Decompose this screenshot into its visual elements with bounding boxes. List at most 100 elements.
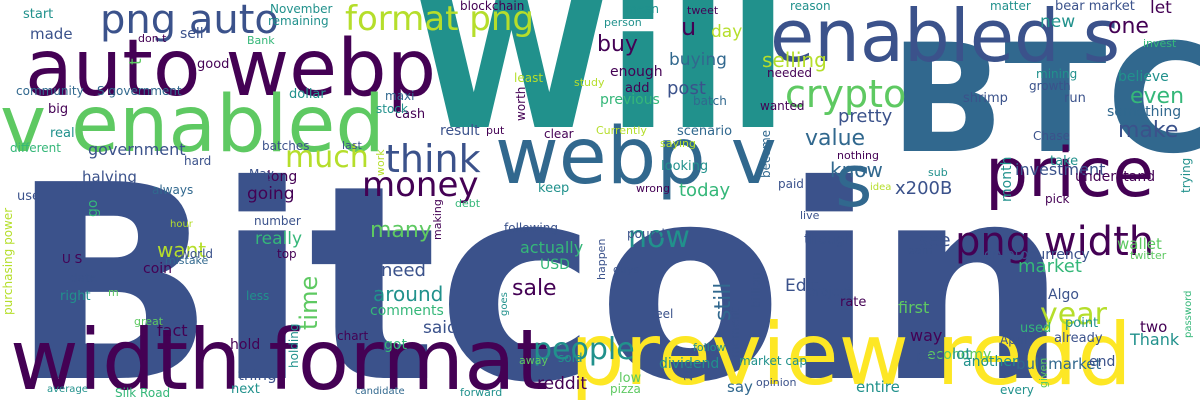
word-post: post [667,78,706,99]
word-batches: batches [262,139,310,153]
word-market-cap: market cap [739,354,807,368]
word-add: add [625,81,650,96]
word-chart: chart [337,329,369,343]
word-buy: buy [597,32,638,57]
word-batch: batch [693,94,727,108]
word-2m: 2M [682,364,695,382]
word-wrong: wrong [636,182,670,195]
word-purchasing-power: purchasing power [1,208,15,316]
word-believe: believe [1118,69,1169,85]
word-people: people [533,332,635,367]
word-even: even [1130,84,1185,109]
word-may: May [249,167,274,181]
word-v-enabled: v enabled [0,80,385,170]
word-pick: pick [1045,192,1070,206]
word-webp-v: webp v [495,112,777,202]
word-end: end [1089,354,1116,370]
word-forward: forward [460,386,503,399]
word-something: something [1107,104,1182,120]
word-given: given [1037,357,1050,388]
word-sale: sale [512,276,557,301]
word-around: around [373,282,444,306]
word-person: person [604,16,642,29]
word-goes: goes [499,292,510,316]
word-comments: comments [370,303,444,319]
word-chase: Chase [1033,129,1070,143]
word-price: price [985,134,1155,213]
word-making: making [431,198,444,240]
word-number: number [254,214,301,228]
word-x200b: x200B [895,178,953,199]
word-bull-market: bull market [1016,355,1102,373]
word-happen: happen [595,238,608,280]
word-bear-market: bear market [1055,0,1135,14]
word-value: value [805,126,866,151]
word-remaining: remaining [268,14,329,28]
word-reddit: reddit [537,374,588,394]
word-will: Will [415,0,788,169]
word-investment: investment [1015,160,1106,179]
word-auto-webp: auto webp [25,24,437,114]
word-month: month [999,156,1015,202]
word-think: think [385,137,481,181]
word-nothing: nothing [837,149,879,162]
word-right: right [60,289,91,304]
word-invest: invest [1143,37,1177,50]
word-run: run [1064,91,1086,106]
word-time: time [295,275,323,330]
word-low: low [619,371,642,386]
word-market: market [1018,256,1082,277]
word-format-png: format png [345,0,534,39]
word-following: following [504,221,558,235]
word-t: t [126,58,146,66]
word-used: used [1020,321,1052,336]
word-cryptocurrency: cryptocurrency [984,247,1090,263]
word-year: year [1040,297,1107,332]
word-u-s: U S [62,252,83,266]
word-community: community [16,84,84,98]
word-buying: buying [669,50,727,70]
word-way: way [910,326,943,345]
word-s: s [835,139,873,223]
word-want: want [157,238,207,262]
word-twitter: twitter [1130,249,1167,262]
word-hard: hard [184,154,212,168]
word-btc: BTC [890,13,1200,187]
word-work: work [374,149,387,177]
word-live: live [800,209,820,222]
word-dividend: dividend [659,356,720,372]
word-long: long [267,169,298,185]
word-away: away [519,354,548,367]
word-sub: sub [928,166,948,179]
word-actually: actually [520,238,584,257]
word-two: two [1140,318,1168,336]
word-rate: rate [840,295,867,310]
word-holding: holding [287,323,301,369]
word-say: say [727,378,753,396]
word-algo: Algo [1048,287,1079,303]
word-world: world [180,247,214,261]
word-don-t: don t [138,32,167,45]
word-see: see [919,230,951,251]
word-cash: cash [395,107,426,122]
word-currently: Currently [596,124,647,137]
word-m: m [108,286,119,299]
word-wanted: wanted [760,99,805,113]
word-put: put [486,124,505,137]
word-width-format: width format [10,311,549,400]
word-great: great [134,315,164,328]
word-date: date [70,271,98,285]
word-another: another [963,354,1018,370]
word-idea: idea [870,182,892,193]
word-crypto: crypto [785,72,907,116]
word-wallet: wallet [1117,235,1162,253]
word-preview-redd: preview redd [570,305,1132,400]
word-make: make [1118,118,1179,143]
word-hold: hold [230,337,261,353]
word-already: already [1054,331,1103,346]
word-pizza: pizza [610,382,641,396]
word-let: let [1150,0,1172,18]
word-good: good [197,57,230,72]
word-debt: debt [455,197,481,210]
